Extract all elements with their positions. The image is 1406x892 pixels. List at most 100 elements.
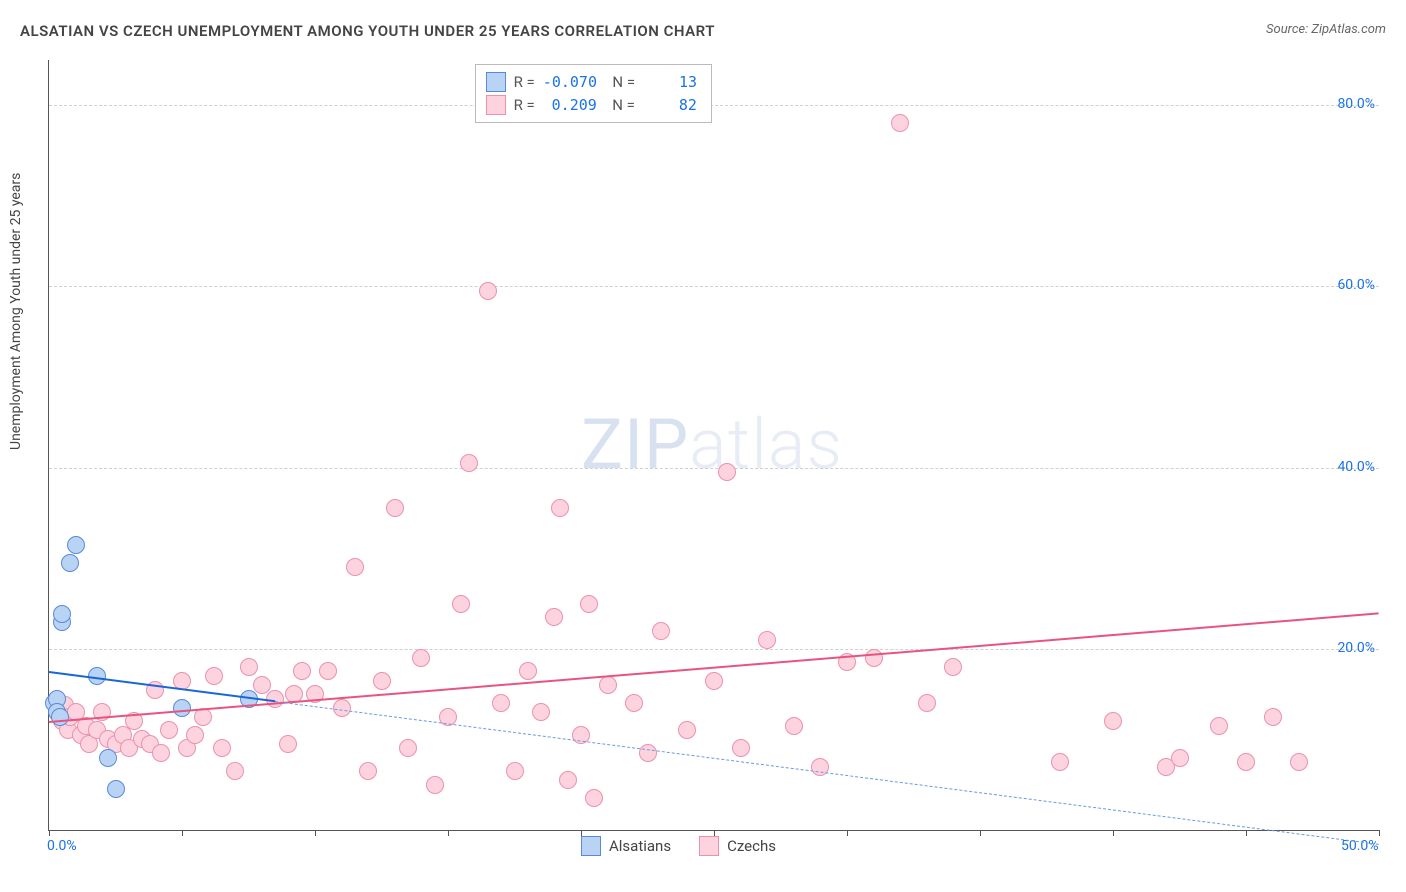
x-tick bbox=[182, 830, 183, 836]
scatter-point-czechs bbox=[152, 744, 170, 762]
stats-r-value: 0.209 bbox=[543, 94, 597, 117]
scatter-point-czechs bbox=[359, 762, 377, 780]
scatter-point-czechs bbox=[1290, 753, 1308, 771]
stats-swatch bbox=[486, 72, 506, 92]
scatter-point-czechs bbox=[639, 744, 657, 762]
scatter-point-czechs bbox=[1051, 753, 1069, 771]
scatter-point-czechs bbox=[1264, 708, 1282, 726]
scatter-point-alsatians bbox=[99, 749, 117, 767]
scatter-point-czechs bbox=[1210, 717, 1228, 735]
scatter-point-czechs bbox=[718, 463, 736, 481]
scatter-point-czechs bbox=[412, 649, 430, 667]
scatter-point-czechs bbox=[891, 114, 909, 132]
x-tick bbox=[448, 830, 449, 836]
correlation-stats-box: R = -0.070 N = 13 R = 0.209 N = 82 bbox=[475, 64, 713, 123]
scatter-point-czechs bbox=[678, 721, 696, 739]
scatter-point-czechs bbox=[758, 631, 776, 649]
y-tick-label: 60.0% bbox=[1337, 277, 1375, 293]
scatter-point-czechs bbox=[426, 776, 444, 794]
scatter-point-czechs bbox=[386, 499, 404, 517]
legend-swatch bbox=[699, 836, 719, 856]
scatter-point-czechs bbox=[319, 662, 337, 680]
scatter-point-czechs bbox=[652, 622, 670, 640]
scatter-point-czechs bbox=[519, 662, 537, 680]
scatter-point-czechs bbox=[551, 499, 569, 517]
legend-label: Alsatians bbox=[609, 837, 671, 855]
scatter-point-czechs bbox=[559, 771, 577, 789]
scatter-point-czechs bbox=[213, 739, 231, 757]
gridline-h bbox=[49, 468, 1379, 469]
stats-row-czechs: R = 0.209 N = 82 bbox=[486, 94, 698, 117]
x-tick bbox=[315, 830, 316, 836]
stats-n-value: 13 bbox=[643, 71, 697, 94]
scatter-point-czechs bbox=[460, 454, 478, 472]
source-label: Source: ZipAtlas.com bbox=[1266, 22, 1386, 37]
scatter-point-czechs bbox=[333, 699, 351, 717]
legend-item-alsatians: Alsatians bbox=[581, 836, 671, 856]
stats-r-label: R = bbox=[514, 71, 535, 94]
scatter-point-alsatians bbox=[51, 708, 69, 726]
legend-label: Czechs bbox=[727, 837, 776, 855]
y-tick-label: 80.0% bbox=[1337, 96, 1375, 112]
gridline-h bbox=[49, 105, 1379, 106]
scatter-point-czechs bbox=[226, 762, 244, 780]
scatter-point-czechs bbox=[865, 649, 883, 667]
scatter-point-czechs bbox=[705, 672, 723, 690]
scatter-point-alsatians bbox=[61, 554, 79, 572]
x-tick bbox=[49, 830, 50, 836]
x-tick bbox=[1246, 830, 1247, 836]
stats-n-label: N = bbox=[605, 94, 635, 117]
stats-swatch bbox=[486, 95, 506, 115]
x-tick bbox=[980, 830, 981, 836]
scatter-point-czechs bbox=[279, 735, 297, 753]
scatter-point-czechs bbox=[1104, 712, 1122, 730]
y-axis-label: Unemployment Among Youth under 25 years bbox=[8, 173, 24, 450]
legend: Alsatians Czechs bbox=[581, 836, 776, 856]
scatter-point-czechs bbox=[346, 558, 364, 576]
y-tick-label: 20.0% bbox=[1337, 640, 1375, 656]
scatter-point-czechs bbox=[186, 726, 204, 744]
y-tick-label: 40.0% bbox=[1337, 459, 1375, 475]
legend-item-czechs: Czechs bbox=[699, 836, 776, 856]
stats-r-label: R = bbox=[514, 94, 535, 117]
scatter-point-alsatians bbox=[53, 605, 71, 623]
scatter-point-czechs bbox=[373, 672, 391, 690]
scatter-point-czechs bbox=[240, 658, 258, 676]
scatter-point-czechs bbox=[1171, 749, 1189, 767]
gridline-h bbox=[49, 649, 1379, 650]
scatter-plot-area: 20.0%40.0%60.0%80.0%0.0%50.0%ZIPatlasR =… bbox=[48, 60, 1379, 831]
scatter-point-czechs bbox=[160, 721, 178, 739]
scatter-point-czechs bbox=[918, 694, 936, 712]
scatter-point-alsatians bbox=[173, 699, 191, 717]
scatter-point-czechs bbox=[399, 739, 417, 757]
scatter-point-alsatians bbox=[67, 536, 85, 554]
scatter-point-czechs bbox=[1237, 753, 1255, 771]
scatter-point-czechs bbox=[532, 703, 550, 721]
scatter-point-czechs bbox=[732, 739, 750, 757]
chart-title: ALSATIAN VS CZECH UNEMPLOYMENT AMONG YOU… bbox=[20, 22, 715, 40]
stats-r-value: -0.070 bbox=[543, 71, 597, 94]
scatter-point-czechs bbox=[625, 694, 643, 712]
scatter-point-czechs bbox=[479, 282, 497, 300]
scatter-point-czechs bbox=[944, 658, 962, 676]
scatter-point-czechs bbox=[545, 608, 563, 626]
stats-row-alsatians: R = -0.070 N = 13 bbox=[486, 71, 698, 94]
watermark: ZIPatlas bbox=[581, 404, 843, 486]
stats-n-value: 82 bbox=[643, 94, 697, 117]
scatter-point-czechs bbox=[506, 762, 524, 780]
scatter-point-czechs bbox=[785, 717, 803, 735]
x-tick bbox=[1113, 830, 1114, 836]
x-tick bbox=[847, 830, 848, 836]
scatter-point-czechs bbox=[599, 676, 617, 694]
legend-swatch bbox=[581, 836, 601, 856]
scatter-point-czechs bbox=[585, 789, 603, 807]
x-tick-label: 0.0% bbox=[47, 838, 77, 854]
gridline-h bbox=[49, 286, 1379, 287]
scatter-point-alsatians bbox=[107, 780, 125, 798]
scatter-point-czechs bbox=[205, 667, 223, 685]
scatter-point-czechs bbox=[580, 595, 598, 613]
scatter-point-czechs bbox=[492, 694, 510, 712]
scatter-point-czechs bbox=[452, 595, 470, 613]
scatter-point-czechs bbox=[293, 662, 311, 680]
stats-n-label: N = bbox=[605, 71, 635, 94]
